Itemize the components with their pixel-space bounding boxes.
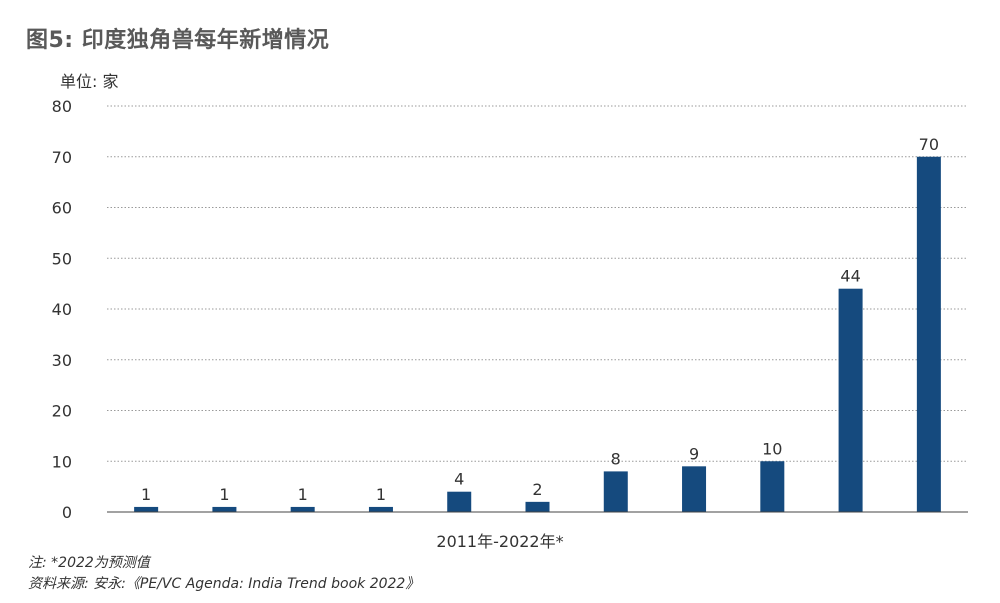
y-axis-ticks: 0 10 20 30 40 50 60 70 80: [52, 97, 72, 522]
gridlines: [107, 105, 968, 462]
data-label: 1: [219, 485, 229, 504]
data-label: 10: [762, 439, 782, 458]
data-label: 1: [141, 485, 151, 504]
data-label: 4: [454, 470, 464, 489]
unit-label: 单位: 家: [60, 72, 119, 91]
y-tick-label: 20: [52, 402, 72, 421]
bar: [212, 506, 237, 512]
bar: [760, 461, 785, 512]
bar: [916, 156, 941, 512]
data-label: 1: [298, 485, 308, 504]
bar: [134, 506, 159, 512]
data-label: 44: [840, 267, 860, 286]
y-tick-label: 70: [52, 148, 72, 167]
data-label: 1: [376, 485, 386, 504]
bar: [290, 506, 315, 512]
bar: [682, 466, 707, 512]
y-tick-label: 60: [52, 199, 72, 218]
bar: [603, 471, 628, 512]
y-tick-label: 30: [52, 351, 72, 370]
y-tick-label: 10: [52, 452, 72, 471]
chart-title: 图5: 印度独角兽每年新增情况: [26, 28, 330, 53]
data-label: 9: [689, 444, 699, 463]
y-tick-label: 50: [52, 249, 72, 268]
bars: [134, 156, 941, 512]
bar: [525, 501, 550, 512]
y-tick-label: 0: [62, 503, 72, 522]
data-labels: 1 1 1 1 4 2 8 9 10 44 70: [141, 135, 939, 504]
data-label: 70: [919, 135, 939, 154]
data-label: 8: [611, 449, 621, 468]
footnote: 注: *2022为预测值: [28, 555, 150, 571]
bar: [368, 506, 393, 512]
bar: [838, 288, 863, 512]
y-tick-label: 40: [52, 300, 72, 319]
source-note: 资料来源: 安永:《PE/VC Agenda: India Trend book…: [28, 576, 420, 592]
bar: [447, 491, 472, 512]
y-tick-label: 80: [52, 97, 72, 116]
x-axis-label: 2011年-2022年*: [436, 532, 564, 551]
data-label: 2: [532, 480, 542, 499]
